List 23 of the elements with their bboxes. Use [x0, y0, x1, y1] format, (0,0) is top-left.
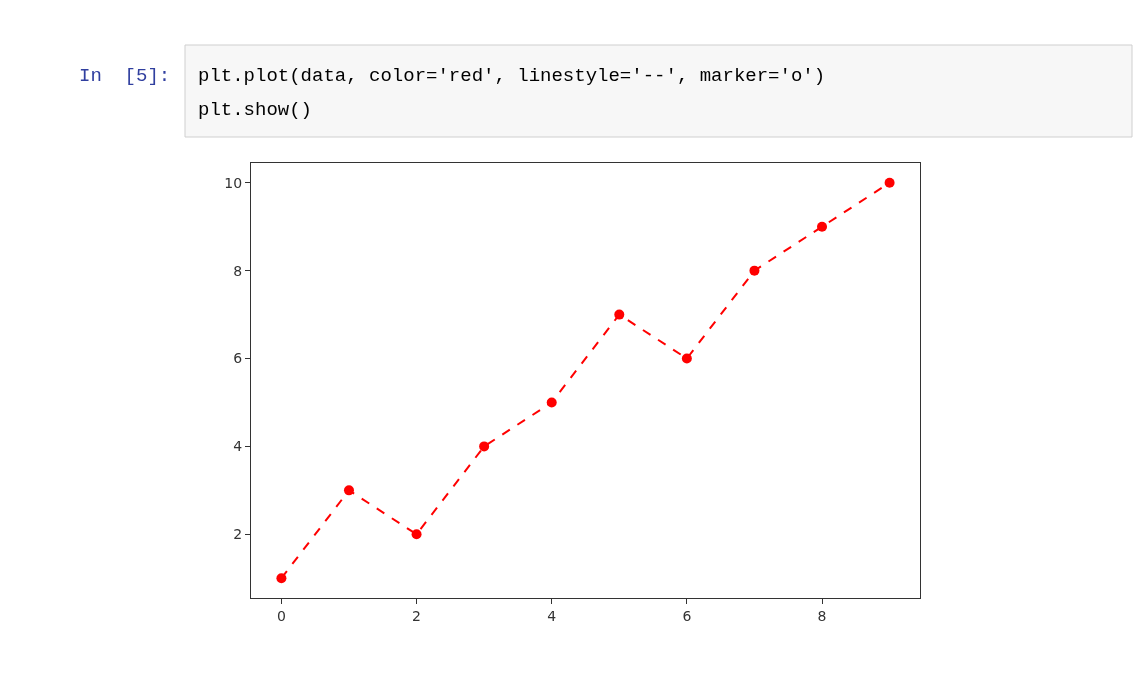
x-tick-label: 2	[412, 607, 422, 624]
text: plt.plot(data, color='red', linestyle='--', marker='o')	[198, 65, 826, 87]
y-tick-label: 2	[233, 526, 243, 543]
point	[343, 485, 354, 496]
text: In [5]:	[79, 65, 171, 87]
point	[276, 573, 287, 584]
y-tick-label: 4	[233, 438, 243, 455]
point	[411, 529, 422, 540]
x-tick-label: 4	[547, 607, 557, 624]
point	[884, 177, 895, 188]
y-tick-label: 10	[224, 174, 243, 191]
point	[614, 309, 625, 320]
text: plt.show()	[198, 99, 313, 121]
x-tick-label: 0	[276, 607, 286, 624]
point	[479, 441, 490, 452]
x-tick-label: 6	[682, 607, 692, 624]
point	[749, 265, 760, 276]
point	[681, 353, 692, 364]
point	[546, 397, 557, 408]
y-tick-label: 8	[233, 262, 243, 279]
x-tick-label: 8	[817, 607, 827, 624]
point	[817, 221, 828, 232]
y-tick-label: 6	[233, 350, 243, 367]
